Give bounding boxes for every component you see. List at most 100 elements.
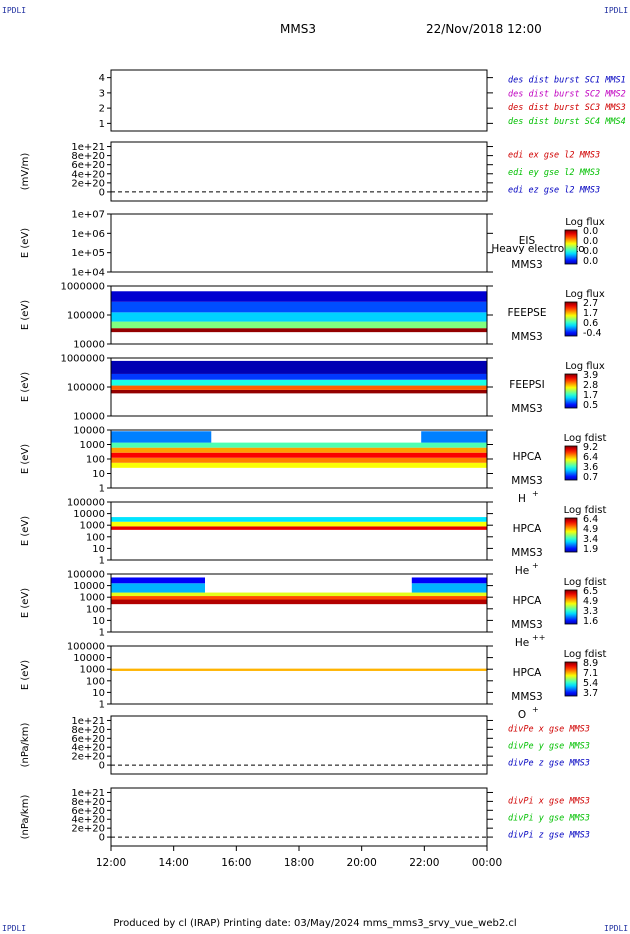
colorbar-tick-label: 0.0 [583,226,598,237]
series-label: des dist burst SC2 MMS2 [508,89,626,99]
species-superscript: + [532,489,539,498]
spacecraft-label: MMS3 [511,331,542,343]
y-tick-label: 1 [99,556,105,567]
corner-label-top-right: IPDLI [604,6,629,15]
y-tick-label: 4e+20 [71,815,105,826]
y-tick-label: 8e+20 [71,725,105,736]
colorbar [564,445,578,481]
colorbar [564,661,578,697]
y-tick-label: 10000 [73,340,105,351]
colorbar-tick-label: 4.9 [583,524,598,535]
panel-frame [110,69,488,132]
x-tick-label: 20:00 [347,857,377,869]
y-tick-label: 1000000 [60,282,105,293]
x-tick-label: 18:00 [284,857,314,869]
panel-frame [110,645,488,705]
y-tick-label: 100 [86,532,105,543]
spectrogram-band [111,457,487,463]
species-label: He [515,637,529,649]
y-tick-label: 1e+06 [71,229,105,240]
y-tick-label: 10000 [73,581,105,592]
series-label: divPe y gse MMS3 [508,741,590,751]
spectrogram-band [111,312,487,322]
y-tick-label: 100 [86,604,105,615]
species-label: He [515,565,529,577]
y-tick-label: 3 [99,88,105,99]
spectrogram-band [111,592,487,597]
y-tick-label: 1e+21 [71,142,105,153]
y-tick-label: 4e+20 [71,169,105,180]
colorbar-tick-label: 2.8 [583,380,598,391]
panel-frame [110,213,488,273]
colorbar-tick-label: -0.4 [583,328,602,339]
series-label: divPi z gse MMS3 [508,830,590,840]
colorbar-tick-label: 6.4 [583,514,598,525]
y-tick-label: 10000 [73,509,105,520]
y-tick-label: 1 [99,628,105,639]
series-label: edi ey gse l2 MMS3 [508,168,600,178]
spacecraft-label: MMS3 [511,691,542,703]
y-tick-label: 100000 [67,642,105,653]
panel-eis: 1e+07 1e+06 1e+05 1e+04 E (eV) EIS MMS3 Heavy e… [20,210,605,279]
corner-label-bottom-right: IPDLI [604,924,629,933]
colorbar-tick-label: 1.7 [583,390,598,401]
spectrogram-band [111,373,487,380]
colorbar-title: Log fdist [564,505,607,516]
colorbar [564,301,578,337]
colorbar-tick-label: 2.7 [583,298,598,309]
y-tick-label: 1e+04 [71,268,105,279]
extra-label: Heavy electron to [491,243,584,255]
y-axis-label: E (eV) [20,300,31,330]
colorbar-tick-label: 1.7 [583,308,598,319]
spectrogram-band [111,442,487,448]
colorbar-tick-label: 4.9 [583,596,598,607]
y-tick-label: 0 [99,761,105,772]
footer-credit: Produced by cl (IRAP) Printing date: 03/… [113,918,517,929]
y-tick-label: 100000 [67,570,105,581]
colorbar-tick-label: 9.2 [583,442,598,453]
spectrogram-band [111,431,212,443]
y-tick-label: 10 [92,469,105,480]
y-tick-label: 100000 [67,383,105,394]
y-tick-label: 10 [92,616,105,627]
spectrogram-band [421,431,487,443]
y-axis-label: E (eV) [20,228,31,258]
species-superscript: ++ [532,633,545,642]
y-tick-label: 100 [86,455,105,466]
y-axis-label: E (eV) [20,516,31,546]
x-tick-label: 00:00 [472,857,502,869]
y-tick-label: 6e+20 [71,160,105,171]
colorbar [564,373,578,409]
spectrogram-band [111,328,487,333]
colorbar-tick-label: 3.9 [583,370,598,381]
colorbar-tick-label: 8.9 [583,658,598,669]
colorbar-tick-label: 6.4 [583,452,598,463]
spacecraft-label: MMS3 [511,619,542,631]
corner-label-bottom-left: IPDLI [2,924,27,933]
y-axis-label: (mV/m) [20,153,31,191]
colorbar [564,517,578,553]
colorbar-tick-label: 0.6 [583,318,598,329]
spectrogram-band [111,360,487,374]
y-tick-label: 10000 [73,653,105,664]
instrument-label: HPCA [513,595,543,607]
x-tick-label: 22:00 [409,857,439,869]
spectrogram-band [111,517,487,522]
spacecraft-label: MMS3 [511,547,542,559]
spectrogram-band [111,668,487,671]
panel-frame [110,141,488,202]
colorbar-tick-label: 3.6 [583,462,598,473]
spectrogram-band [111,452,487,458]
y-tick-label: 2e+20 [71,824,105,835]
y-tick-label: 2 [99,104,105,115]
instrument-label: HPCA [513,667,543,679]
series-label: divPi y gse MMS3 [508,813,590,823]
y-tick-label: 0 [99,833,105,844]
panel-feepse: 1000000 100000 10000 E (eV) FEEPSE MMS3 Log fl… [20,282,605,351]
y-tick-label: 10 [92,688,105,699]
series-label: divPe x gse MMS3 [508,724,590,734]
y-tick-label: 0 [99,187,105,198]
